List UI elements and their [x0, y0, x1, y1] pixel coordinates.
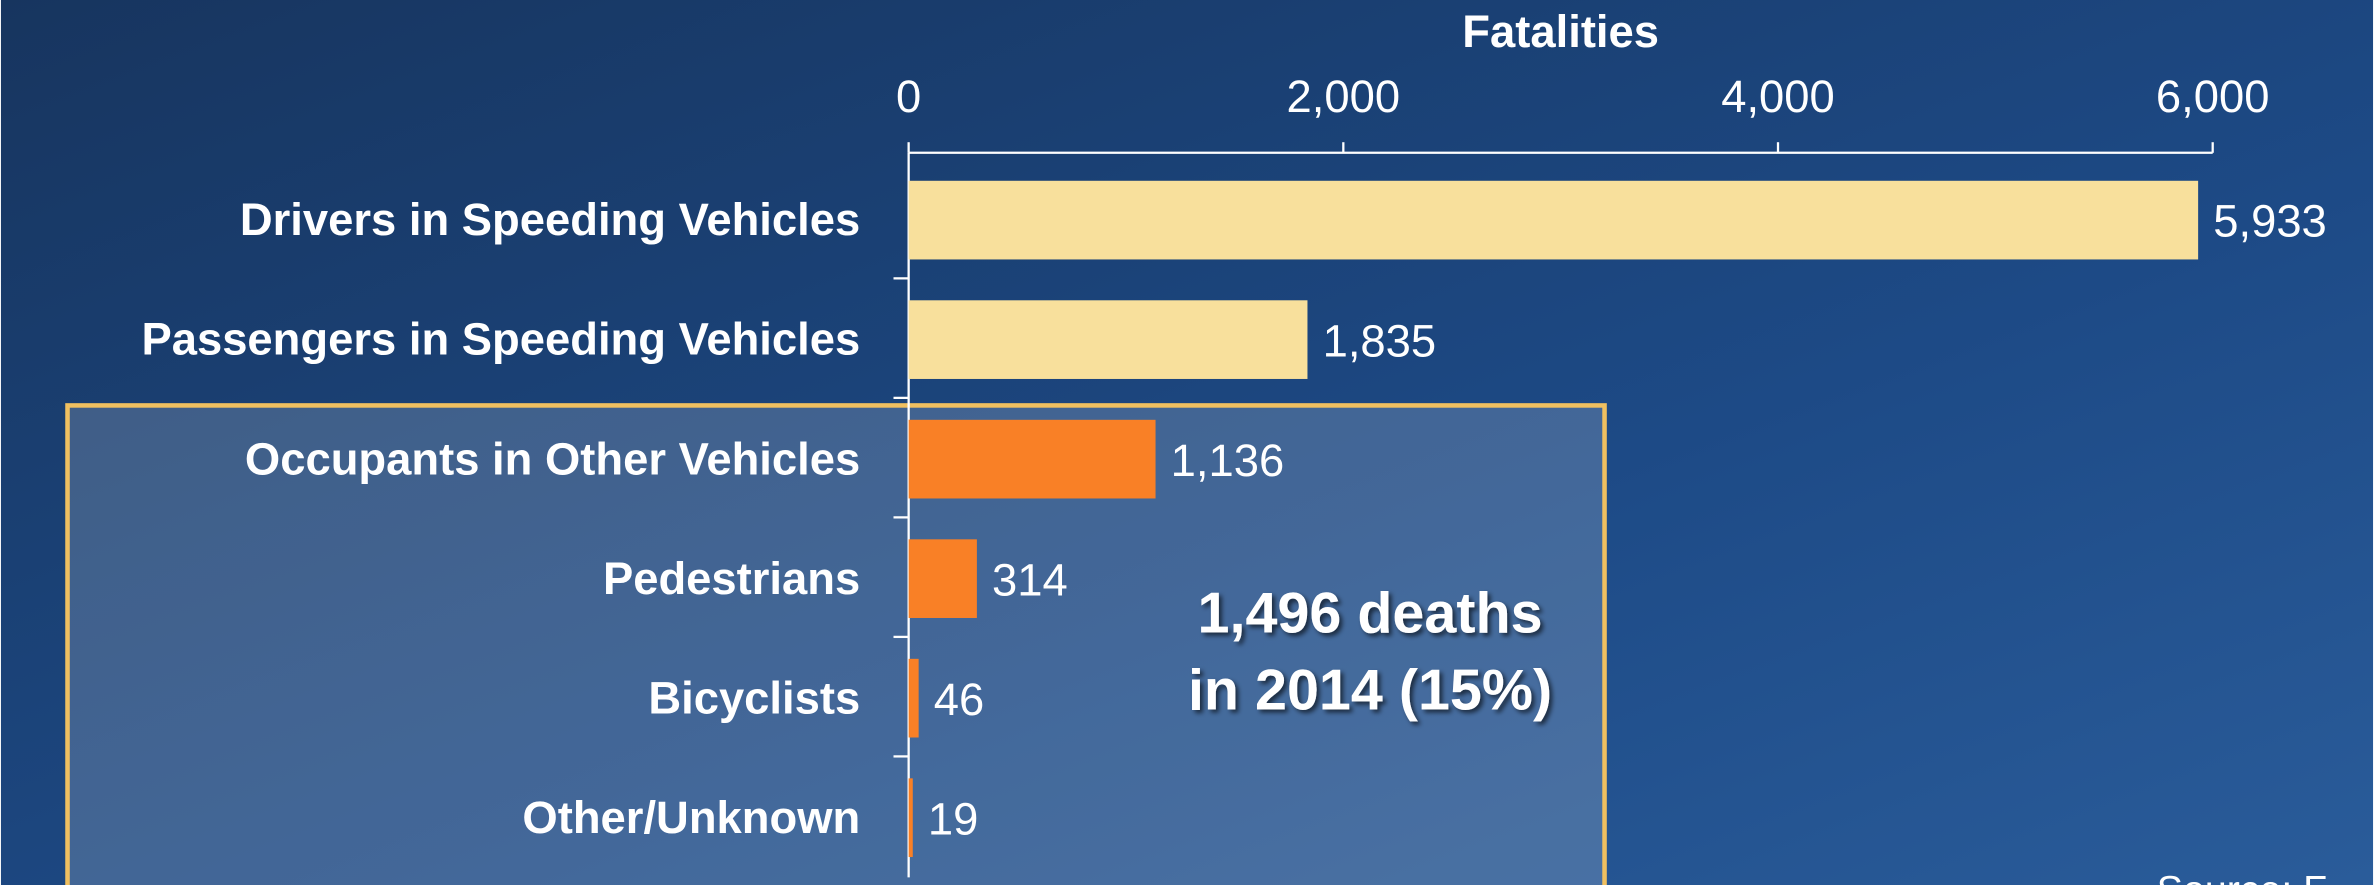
category-label: Occupants in Other Vehicles [245, 433, 860, 484]
value-label: 19 [928, 793, 978, 844]
bar [908, 419, 1156, 499]
value-label: 1,835 [1323, 315, 1437, 366]
category-label: Pedestrians [603, 553, 860, 604]
value-label: 46 [934, 674, 984, 725]
category-label: Other/Unknown [522, 792, 860, 843]
x-tick-label: 0 [896, 71, 921, 122]
value-label: 314 [992, 554, 1068, 605]
category-label: Bicyclists [648, 672, 860, 723]
bar [908, 300, 1308, 379]
value-label: 1,136 [1171, 435, 1285, 486]
x-tick-label: 2,000 [1287, 71, 1401, 122]
value-label: 5,933 [2213, 196, 2327, 247]
annotation: 1,496 deaths [1198, 581, 1543, 645]
bar [908, 539, 977, 618]
bar [908, 778, 913, 858]
bar [908, 180, 2199, 260]
source: Source: F [2157, 868, 2328, 885]
annotation: in 2014 (15%) [1188, 659, 1552, 723]
category-label: Drivers in Speeding Vehicles [240, 194, 860, 245]
highlight-box [65, 403, 1607, 885]
x-tick-label: 6,000 [2156, 71, 2270, 122]
x-tick-label: 4,000 [1721, 71, 1835, 122]
axis-title: Fatalities [1462, 6, 1659, 57]
bar [908, 658, 919, 738]
category-label: Passengers in Speeding Vehicles [141, 314, 860, 365]
